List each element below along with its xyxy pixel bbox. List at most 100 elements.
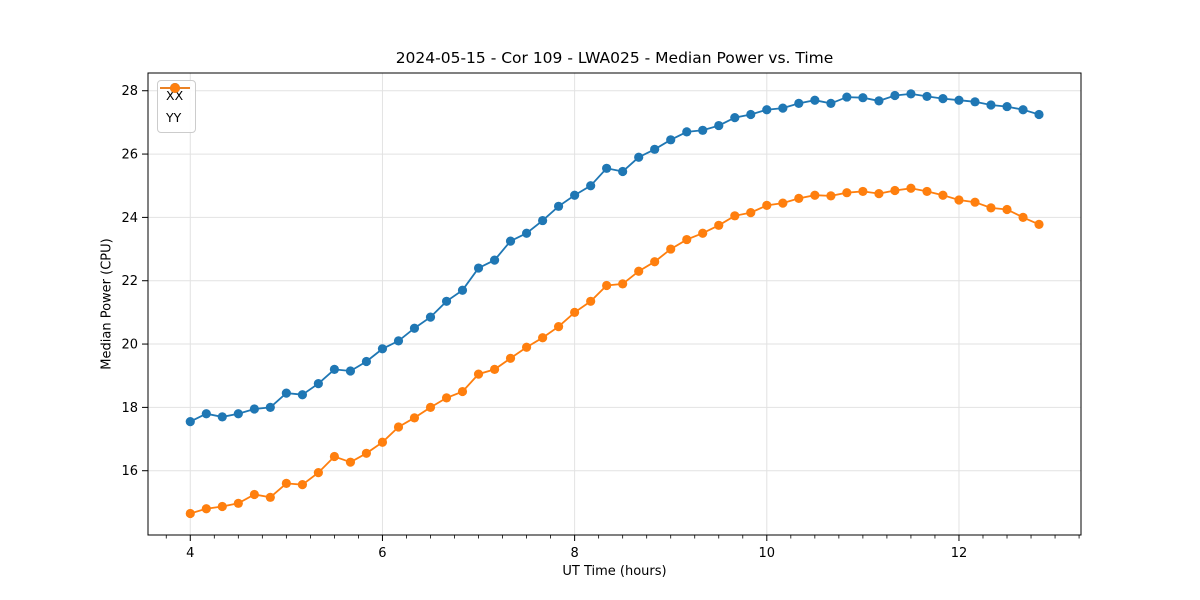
data-point-xx	[281, 388, 291, 398]
data-point-yy	[1034, 219, 1044, 229]
legend-item-yy: YY	[160, 83, 190, 127]
data-point-yy	[762, 200, 772, 210]
data-point-xx	[810, 95, 820, 105]
data-point-yy	[329, 451, 340, 462]
data-point-xx	[217, 412, 227, 422]
data-point-xx	[249, 404, 259, 414]
data-point-yy	[954, 195, 964, 205]
data-point-xx	[505, 236, 516, 246]
data-point-yy	[473, 369, 484, 379]
data-point-xx	[265, 402, 275, 412]
data-point-yy	[553, 322, 564, 332]
data-point-xx	[890, 90, 900, 101]
data-point-xx	[1034, 109, 1044, 120]
data-point-xx	[954, 95, 964, 105]
data-point-xx	[553, 201, 564, 211]
data-point-yy	[505, 353, 516, 363]
data-point-xx	[361, 356, 372, 367]
data-point-yy	[938, 190, 948, 200]
data-point-yy	[425, 402, 436, 412]
y-tick-label: 22	[121, 274, 138, 289]
data-point-yy	[377, 437, 388, 447]
data-point-xx	[698, 125, 708, 135]
data-point-yy	[826, 191, 836, 201]
data-point-xx	[970, 97, 980, 107]
data-point-yy	[1002, 204, 1012, 215]
data-point-yy	[281, 478, 291, 488]
data-point-xx	[906, 89, 916, 99]
data-point-yy	[249, 489, 259, 500]
data-point-yy	[185, 508, 195, 519]
data-point-yy	[602, 280, 612, 291]
data-point-yy	[682, 234, 692, 245]
data-point-xx	[938, 94, 948, 104]
data-point-yy	[858, 186, 868, 197]
data-point-yy	[441, 393, 452, 403]
legend-swatch-yy-icon	[160, 83, 190, 93]
data-point-xx	[185, 417, 195, 427]
data-point-xx	[393, 336, 404, 346]
data-point-yy	[233, 498, 243, 508]
data-point-xx	[762, 105, 772, 115]
x-tick-label: 10	[759, 546, 776, 561]
y-tick-label: 28	[121, 84, 138, 99]
data-point-xx	[826, 98, 836, 108]
data-point-xx	[377, 344, 388, 354]
data-point-xx	[538, 215, 548, 226]
data-point-yy	[746, 208, 756, 218]
data-point-xx	[666, 135, 676, 145]
data-point-xx	[778, 103, 788, 113]
data-point-yy	[906, 183, 916, 193]
y-tick-label: 24	[121, 211, 138, 226]
chart-title: 2024-05-15 - Cor 109 - LWA025 - Median P…	[395, 49, 834, 67]
data-point-xx	[473, 263, 484, 273]
data-point-yy	[874, 189, 884, 199]
data-point-xx	[714, 120, 724, 131]
y-tick-label: 20	[121, 338, 138, 353]
data-point-xx	[1002, 101, 1012, 112]
y-tick-label: 18	[121, 401, 138, 416]
data-point-yy	[890, 185, 900, 196]
data-point-yy	[586, 296, 596, 306]
data-point-xx	[922, 91, 932, 102]
data-point-xx	[233, 409, 243, 419]
data-point-yy	[922, 186, 932, 197]
y-tick-label: 26	[121, 148, 138, 163]
data-point-yy	[297, 480, 308, 490]
data-point-xx	[602, 163, 612, 173]
data-point-xx	[570, 190, 580, 200]
data-point-yy	[538, 333, 548, 343]
data-point-yy	[730, 211, 740, 221]
data-point-xx	[730, 113, 740, 123]
axes-spines	[147, 72, 1082, 536]
data-point-xx	[874, 96, 884, 106]
data-point-xx	[409, 323, 420, 333]
data-point-yy	[570, 307, 580, 317]
data-point-xx	[794, 98, 804, 108]
data-point-yy	[778, 198, 788, 208]
data-point-xx	[521, 228, 532, 238]
data-point-yy	[794, 193, 804, 203]
data-point-yy	[457, 386, 468, 397]
data-point-xx	[650, 144, 660, 154]
x-tick-label: 12	[951, 546, 968, 561]
data-point-yy	[698, 228, 708, 238]
data-point-xx	[457, 285, 468, 295]
data-point-xx	[329, 364, 340, 374]
data-point-xx	[201, 409, 211, 419]
data-point-yy	[1018, 212, 1028, 222]
data-point-xx	[618, 166, 628, 177]
data-point-xx	[746, 109, 756, 120]
data-point-xx	[441, 296, 452, 306]
data-point-xx	[1018, 105, 1028, 115]
data-point-xx	[489, 255, 500, 265]
data-point-yy	[217, 501, 227, 512]
series-line-yy	[190, 187, 1040, 515]
data-point-yy	[650, 257, 660, 267]
data-point-yy	[634, 266, 644, 276]
legend-label-xx: XX	[166, 88, 184, 103]
data-point-xx	[425, 312, 436, 322]
data-point-yy	[618, 279, 628, 289]
data-point-xx	[842, 92, 852, 102]
